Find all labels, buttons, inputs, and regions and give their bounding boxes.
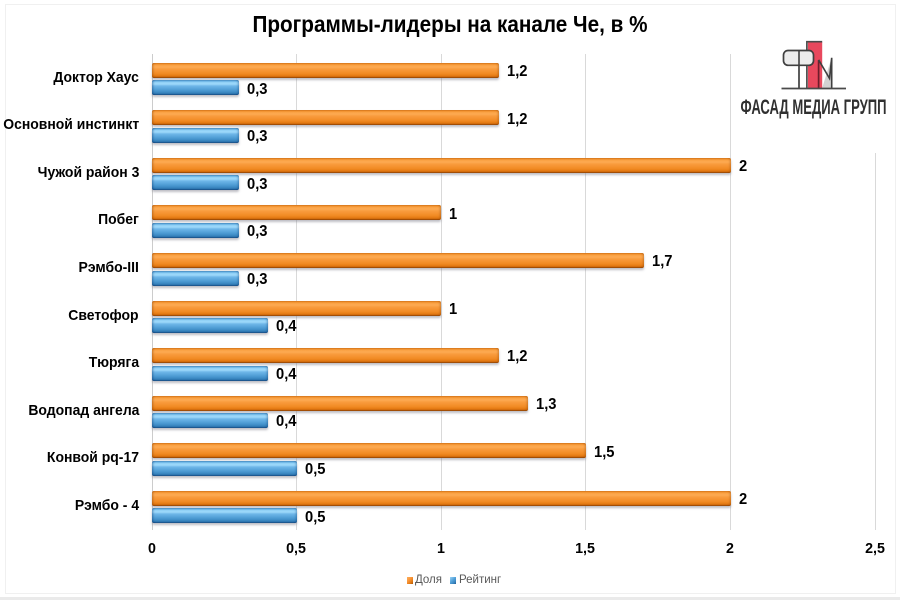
svg-text:ФАСАД МЕДИА ГРУПП: ФАСАД МЕДИА ГРУПП — [741, 96, 887, 119]
